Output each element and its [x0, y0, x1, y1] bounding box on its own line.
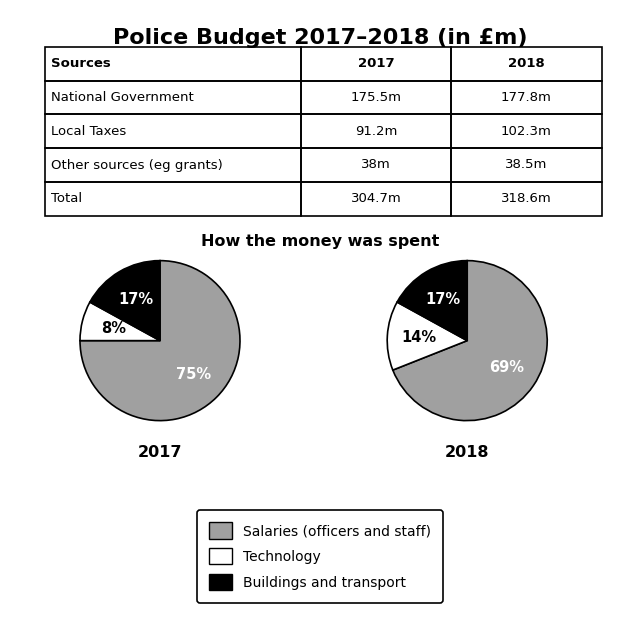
Text: 318.6m: 318.6m — [501, 192, 552, 205]
Text: 38.5m: 38.5m — [505, 159, 548, 171]
Text: Sources: Sources — [51, 58, 111, 70]
Bar — [451, 182, 602, 216]
Bar — [301, 114, 451, 148]
Text: How the money was spent: How the money was spent — [201, 234, 439, 249]
Text: 2017: 2017 — [358, 58, 394, 70]
Text: 102.3m: 102.3m — [501, 125, 552, 138]
Text: Total: Total — [51, 192, 83, 205]
Bar — [301, 81, 451, 114]
Text: 14%: 14% — [402, 330, 437, 345]
Text: National Government: National Government — [51, 91, 194, 104]
Wedge shape — [397, 261, 467, 341]
Bar — [45, 182, 301, 216]
Text: Local Taxes: Local Taxes — [51, 125, 127, 138]
Text: 75%: 75% — [177, 367, 211, 382]
Text: 2018: 2018 — [445, 445, 490, 460]
Text: 175.5m: 175.5m — [351, 91, 401, 104]
Bar — [45, 81, 301, 114]
Legend: Salaries (officers and staff), Technology, Buildings and transport: Salaries (officers and staff), Technolog… — [197, 510, 443, 602]
Text: Police Budget 2017–2018 (in £m): Police Budget 2017–2018 (in £m) — [113, 28, 527, 48]
Wedge shape — [80, 261, 240, 421]
Text: 177.8m: 177.8m — [501, 91, 552, 104]
Bar — [301, 148, 451, 182]
Text: 69%: 69% — [490, 360, 524, 375]
Text: 8%: 8% — [101, 321, 126, 336]
Text: 38m: 38m — [361, 159, 391, 171]
Bar — [45, 114, 301, 148]
Wedge shape — [393, 261, 547, 421]
Text: 304.7m: 304.7m — [351, 192, 401, 205]
Bar — [45, 148, 301, 182]
Bar — [45, 47, 301, 81]
Wedge shape — [387, 302, 467, 370]
Bar — [301, 47, 451, 81]
Text: 2017: 2017 — [138, 445, 182, 460]
Text: 2018: 2018 — [508, 58, 545, 70]
Text: 91.2m: 91.2m — [355, 125, 397, 138]
Text: Other sources (eg grants): Other sources (eg grants) — [51, 159, 223, 171]
Text: 17%: 17% — [425, 292, 460, 307]
Bar — [301, 182, 451, 216]
Text: 17%: 17% — [118, 292, 153, 307]
Bar — [451, 47, 602, 81]
Wedge shape — [90, 261, 160, 341]
Bar — [451, 114, 602, 148]
Bar — [451, 81, 602, 114]
Wedge shape — [80, 302, 160, 341]
Bar — [451, 148, 602, 182]
